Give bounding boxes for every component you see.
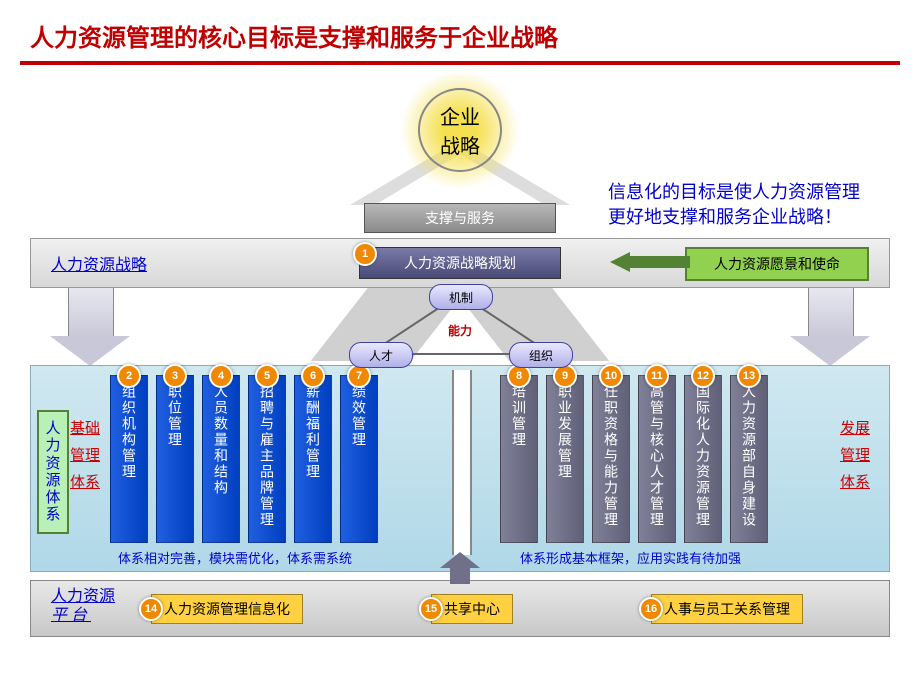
basic-mgmt-system-label: 基础 管理 体系 [70, 415, 100, 496]
big-down-arrow-left [50, 286, 130, 366]
hr-system-vertical-label: 人力资源体系 [37, 410, 69, 534]
badge-15: 15 [419, 597, 443, 621]
pillar-13: 13人力资源部自身建设 [730, 375, 768, 543]
badge-4: 4 [209, 364, 233, 388]
pillar-text-11: 高管与核心人才管理 [647, 384, 667, 528]
caption-left: 体系相对完善，模块需优化，体系需系统 [118, 548, 352, 567]
platform-box-14: 人力资源管理信息化 [151, 594, 303, 624]
pillar-text-7: 绩效管理 [349, 384, 369, 448]
caption-right: 体系形成基本框架，应用实践有待加强 [520, 548, 741, 567]
pillar-text-13: 人力资源部自身建设 [739, 384, 759, 528]
vision-to-plan-arrow [610, 252, 690, 272]
triangle-node-left: 人才 [349, 342, 413, 368]
green-arrow-body [630, 256, 690, 268]
strategy-row: 人力资源战略 人力资源战略规划 1 人力资源愿景和使命 [30, 238, 890, 288]
hr-platform-label: 人力资源 平台 [51, 587, 115, 625]
pillar-text-8: 培训管理 [509, 384, 529, 448]
badge-12: 12 [691, 364, 715, 388]
pillars-right-group: 8培训管理9职业发展管理10任职资格与能力管理11高管与核心人才管理12国际化人… [500, 375, 768, 543]
hr-vision-mission-box: 人力资源愿景和使命 [685, 247, 869, 281]
big-down-arrow-right [790, 286, 870, 366]
center-column [438, 370, 482, 570]
triangle-center-label: 能力 [448, 322, 472, 339]
hr-strategy-link: 人力资源战略 [51, 251, 147, 275]
triangle-cluster: 机制 能力 人才 组织 [355, 288, 565, 366]
badge-2: 2 [117, 364, 141, 388]
pillar-9: 9职业发展管理 [546, 375, 584, 543]
pillar-text-5: 招聘与雇主品牌管理 [257, 384, 277, 528]
pillar-10: 10任职资格与能力管理 [592, 375, 630, 543]
badge-13: 13 [737, 364, 761, 388]
pillars-left-group: 2组织机构管理3职位管理4人员数量和结构5招聘与雇主品牌管理6薪酬福利管理7绩效… [110, 375, 378, 543]
badge-16: 16 [639, 597, 663, 621]
badge-14: 14 [139, 597, 163, 621]
diagram-stage: 信息化的目标是使人力资源管理 更好地支撑和服务企业战略！ 企业 战略 支撑与服务… [20, 80, 900, 670]
green-arrow-head [610, 252, 630, 272]
pillar-text-3: 职位管理 [165, 384, 185, 448]
pillar-text-12: 国际化人力资源管理 [693, 384, 713, 528]
triangle-node-top: 机制 [429, 284, 493, 310]
platform-box-15: 共享中心 [431, 594, 513, 624]
hr-strategy-plan-box: 人力资源战略规划 [359, 247, 561, 279]
platform-box-16: 人事与员工关系管理 [651, 594, 803, 624]
pillar-3: 3职位管理 [156, 375, 194, 543]
pillar-2: 2组织机构管理 [110, 375, 148, 543]
pillar-text-9: 职业发展管理 [555, 384, 575, 480]
subtitle: 信息化的目标是使人力资源管理 更好地支撑和服务企业战略！ [608, 180, 860, 230]
subtitle-l1: 信息化的目标是使人力资源管理 [608, 182, 860, 202]
sun-l2: 战略 [440, 130, 480, 159]
pillar-5: 5招聘与雇主品牌管理 [248, 375, 286, 543]
pillar-text-10: 任职资格与能力管理 [601, 384, 621, 528]
pillar-11: 11高管与核心人才管理 [638, 375, 676, 543]
badge-3: 3 [163, 364, 187, 388]
pillar-4: 4人员数量和结构 [202, 375, 240, 543]
triangle-node-right: 组织 [509, 342, 573, 368]
pillar-text-6: 薪酬福利管理 [303, 384, 323, 480]
dev-mgmt-system-label: 发展 管理 体系 [840, 415, 870, 496]
pillar-12: 12国际化人力资源管理 [684, 375, 722, 543]
pillar-8: 8培训管理 [500, 375, 538, 543]
badge-6: 6 [301, 364, 325, 388]
pillar-text-2: 组织机构管理 [119, 384, 139, 480]
sun-l1: 企业 [440, 101, 480, 130]
badge-5: 5 [255, 364, 279, 388]
pillar-7: 7绩效管理 [340, 375, 378, 543]
sun-core: 企业 战略 [418, 88, 502, 172]
plan-label: 人力资源战略规划 [404, 253, 516, 273]
title-underline [20, 61, 900, 65]
badge-11: 11 [645, 364, 669, 388]
badge-1: 1 [353, 242, 377, 266]
subtitle-l2: 更好地支撑和服务企业战略！ [608, 207, 842, 227]
support-service-bar: 支撑与服务 [364, 203, 556, 233]
pillar-6: 6薪酬福利管理 [294, 375, 332, 543]
platform-row: 人力资源 平台 人力资源管理信息化14 共享中心15 人事与员工关系管理16 [30, 580, 890, 637]
enterprise-strategy-sun: 企业 战略 [410, 80, 510, 180]
page-title: 人力资源管理的核心目标是支撑和服务于企业战略 [0, 0, 920, 61]
badge-10: 10 [599, 364, 623, 388]
pillar-text-4: 人员数量和结构 [211, 384, 231, 496]
